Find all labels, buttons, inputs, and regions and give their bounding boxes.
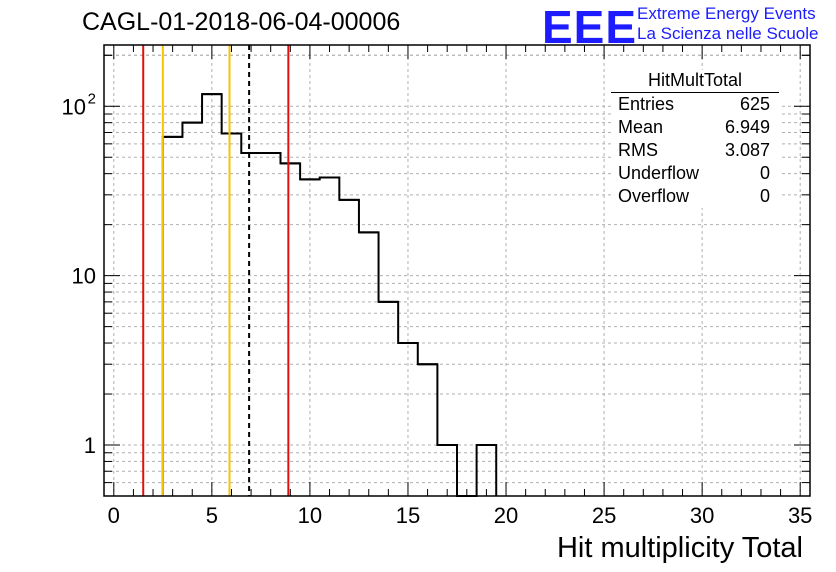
stats-value: 3.087: [724, 140, 770, 160]
y-tick-label-exponent: 2: [88, 90, 96, 107]
stats-row: Underflow 0: [611, 162, 779, 185]
stats-row: RMS 3.087: [611, 139, 779, 162]
stats-label: Mean: [618, 117, 664, 137]
x-tick-label: 15: [396, 503, 420, 528]
y-tick-label: 1: [84, 433, 96, 458]
histogram-series: [161, 93, 498, 497]
x-tick-label: 30: [690, 503, 714, 528]
x-tick-label: 35: [788, 503, 812, 528]
x-tick-label: 0: [108, 503, 120, 528]
stats-title: HitMultTotal: [611, 70, 779, 93]
stats-label: Overflow: [618, 186, 690, 206]
y-tick-label: 10: [72, 264, 96, 289]
x-tick-label: 20: [494, 503, 518, 528]
x-tick-label: 10: [298, 503, 322, 528]
stats-row: Entries 625: [611, 93, 779, 116]
stats-label: RMS: [618, 140, 658, 160]
y-tick-label: 10: [62, 94, 86, 119]
stats-value: 6.949: [724, 117, 770, 137]
logo-line-1: Extreme Energy Events: [637, 4, 816, 23]
x-axis-label: Hit multiplicity Total: [556, 532, 803, 564]
logo-line-2: La Scienza nelle Scuole: [637, 24, 819, 43]
stats-label: Underflow: [618, 163, 700, 183]
stats-row: Overflow 0: [611, 185, 779, 208]
stats-value: 625: [739, 94, 770, 114]
stats-value: 0: [759, 186, 770, 206]
stats-row: Mean 6.949: [611, 116, 779, 139]
stats-value: 0: [759, 163, 770, 183]
stats-label: Entries: [618, 94, 675, 114]
chart-title: CAGL-01-2018-06-04-00006: [82, 8, 401, 36]
plot-frame: [103, 44, 811, 497]
x-tick-label: 5: [206, 503, 218, 528]
stats-box: HitMultTotal Entries 625 Mean 6.949 RMS 3.087…: [611, 70, 779, 208]
x-tick-label: 25: [592, 503, 616, 528]
